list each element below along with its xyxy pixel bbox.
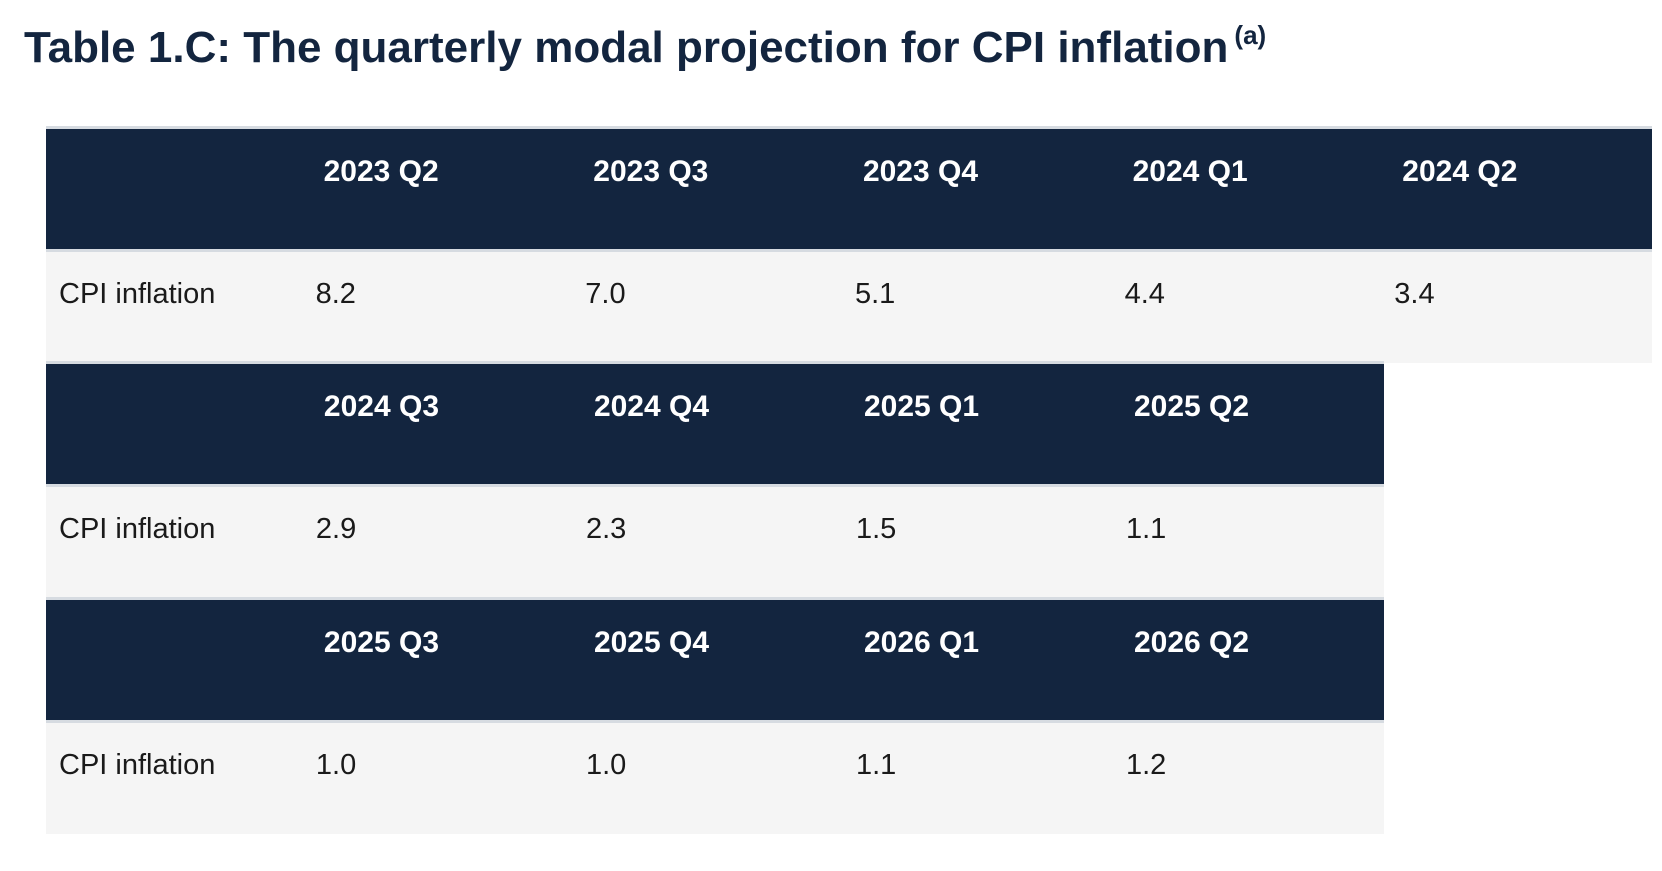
column-header: 2025 Q1: [843, 361, 1114, 486]
table-row: CPI inflation 2.9 2.3 1.5 1.1: [46, 484, 1384, 598]
value-cell: 1.5: [843, 484, 1114, 598]
value-cell: 1.0: [303, 720, 574, 834]
header-empty-cell: [46, 126, 304, 251]
column-header: 2024 Q1: [1112, 126, 1383, 251]
table-row: CPI inflation 1.0 1.0 1.1 1.2: [46, 720, 1384, 834]
title-text: Table 1.C: The quarterly modal projectio…: [24, 23, 1229, 72]
column-header: 2026 Q2: [1113, 597, 1384, 722]
value-cell: 1.1: [843, 720, 1114, 834]
column-header: 2025 Q3: [303, 597, 574, 722]
projection-table-block-3: 2025 Q3 2025 Q4 2026 Q1 2026 Q2 CPI infl…: [46, 597, 1384, 834]
value-cell: 2.9: [303, 484, 574, 598]
value-cell: 2.3: [573, 484, 844, 598]
column-header: 2023 Q2: [303, 126, 574, 251]
value-cell: 3.4: [1382, 249, 1652, 363]
header-empty-cell: [46, 361, 304, 486]
value-cell: 8.2: [303, 249, 574, 363]
column-header: 2026 Q1: [843, 597, 1114, 722]
row-label: CPI inflation: [46, 484, 304, 598]
column-header: 2023 Q4: [842, 126, 1113, 251]
projection-table-block-2: 2024 Q3 2024 Q4 2025 Q1 2025 Q2 CPI infl…: [46, 361, 1384, 598]
value-cell: 4.4: [1112, 249, 1383, 363]
row-label: CPI inflation: [46, 249, 304, 363]
value-cell: 1.0: [573, 720, 844, 834]
column-header: 2025 Q2: [1113, 361, 1384, 486]
column-header: 2025 Q4: [573, 597, 844, 722]
title-footnote-marker: (a): [1234, 20, 1267, 50]
value-cell: 1.1: [1113, 484, 1384, 598]
row-label: CPI inflation: [46, 720, 304, 834]
header-empty-cell: [46, 597, 304, 722]
value-cell: 1.2: [1113, 720, 1384, 834]
column-header: 2024 Q2: [1382, 126, 1652, 251]
column-header: 2024 Q4: [573, 361, 844, 486]
page-title: Table 1.C: The quarterly modal projectio…: [24, 20, 1266, 73]
column-header: 2024 Q3: [303, 361, 574, 486]
table-header-row: 2024 Q3 2024 Q4 2025 Q1 2025 Q2: [46, 361, 1384, 486]
table-header-row: 2025 Q3 2025 Q4 2026 Q1 2026 Q2: [46, 597, 1384, 722]
column-header: 2023 Q3: [573, 126, 843, 251]
table-row: CPI inflation 8.2 7.0 5.1 4.4 3.4: [46, 249, 1652, 363]
value-cell: 5.1: [842, 249, 1113, 363]
projection-table-block-1: 2023 Q2 2023 Q3 2023 Q4 2024 Q1 2024 Q2 …: [46, 126, 1652, 363]
table-header-row: 2023 Q2 2023 Q3 2023 Q4 2024 Q1 2024 Q2: [46, 126, 1652, 251]
value-cell: 7.0: [573, 249, 843, 363]
